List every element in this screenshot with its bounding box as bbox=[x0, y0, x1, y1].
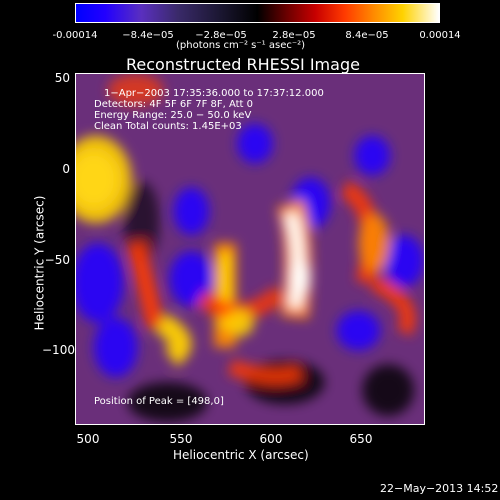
plot-frame: 1−Apr−2003 17:35:36.000 to 17:37:12.000 … bbox=[75, 73, 425, 425]
y-axis-label: Heliocentric Y (arcsec) bbox=[32, 195, 47, 331]
x-tick-label: 600 bbox=[259, 432, 283, 446]
colorbar-tick-label: −8.4e−05 bbox=[122, 30, 174, 41]
energy-range: Energy Range: 25.0 − 50.0 keV bbox=[94, 110, 252, 121]
footer-date: 22−May−2013 14:52 bbox=[380, 482, 499, 495]
peak-position: Position of Peak = [498,0] bbox=[94, 396, 224, 407]
y-tick-label: −50 bbox=[44, 253, 70, 267]
time-range: 1−Apr−2003 17:35:36.000 to 17:37:12.000 bbox=[104, 88, 324, 99]
colorbar-tick-label: 8.4e−05 bbox=[345, 30, 389, 41]
clean-counts: Clean Total counts: 1.45E+03 bbox=[94, 121, 242, 132]
colorbar-tick-label: −2.8e−05 bbox=[195, 30, 247, 41]
detectors: Detectors: 4F 5F 6F 7F 8F, Att 0 bbox=[94, 99, 254, 110]
rhessi-image bbox=[76, 74, 424, 424]
y-tick-label: 0 bbox=[62, 162, 70, 176]
colorbar-tick-label: 0.00014 bbox=[419, 30, 461, 41]
y-tick-label: −100 bbox=[42, 343, 75, 357]
y-tick-label: 50 bbox=[54, 71, 70, 85]
colorbar-gradient bbox=[76, 4, 439, 22]
colorbar-tick-labels: -0.00014 −8.4e−05 −2.8e−05 2.8e−05 8.4e−… bbox=[0, 30, 500, 44]
colorbar bbox=[75, 3, 440, 23]
x-tick-label: 650 bbox=[349, 432, 373, 446]
x-tick-label: 550 bbox=[169, 432, 193, 446]
plot-title: Reconstructed RHESSI Image bbox=[126, 55, 360, 74]
x-axis-label: Heliocentric X (arcsec) bbox=[173, 448, 309, 462]
colorbar-tick-label: 2.8e−05 bbox=[272, 30, 316, 41]
x-tick-label: 500 bbox=[76, 432, 100, 446]
colorbar-tick-label: -0.00014 bbox=[52, 30, 98, 41]
colorbar-units-label: (photons cm⁻² s⁻¹ asec⁻²) bbox=[176, 40, 306, 51]
